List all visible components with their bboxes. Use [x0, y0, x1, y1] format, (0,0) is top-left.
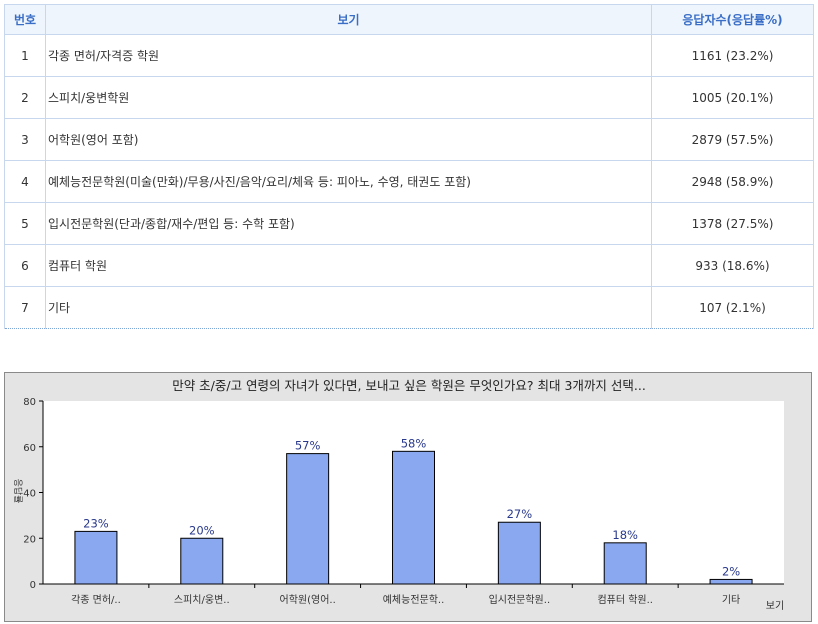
- table-header-row: 번호 보기 응답자수(응답률%): [4, 4, 814, 35]
- header-no: 번호: [4, 4, 46, 35]
- row-count: 2879 (57.5%): [651, 118, 814, 161]
- y-ticks: 0 20 40 60 80: [23, 397, 43, 591]
- row-no: 3: [4, 118, 46, 161]
- chart-title: 만약 초/중/고 연령의 자녀가 있다면, 보내고 싶은 학원은 무엇인가요? …: [172, 378, 646, 393]
- row-count: 1161 (23.2%): [651, 34, 814, 77]
- table-row: 7 기타 107 (2.1%): [4, 286, 814, 329]
- row-count: 933 (18.6%): [651, 244, 814, 287]
- row-no: 5: [4, 202, 46, 245]
- bar: [180, 537, 224, 585]
- bars: 23% 20% 57% 58% 27% 18% 2%: [74, 436, 753, 585]
- row-option: 예체능전문학원(미술(만화)/무용/사진/음악/요리/체육 등: 피아노, 수영…: [45, 160, 652, 203]
- y-tick-label: 40: [23, 489, 36, 500]
- row-count: 107 (2.1%): [651, 286, 814, 329]
- row-option: 기타: [45, 286, 652, 329]
- bar-value-label: 27%: [507, 507, 533, 521]
- y-tick-label: 0: [30, 580, 36, 591]
- bar-value-label: 58%: [401, 436, 427, 450]
- x-category-label: 스피치/웅변..: [174, 594, 230, 606]
- table-row: 6 컴퓨터 학원 933 (18.6%): [4, 244, 814, 287]
- x-category-label: 입시전문학원..: [489, 593, 551, 606]
- row-option: 각종 면허/자격증 학원: [45, 34, 652, 77]
- chart-panel: 만약 초/중/고 연령의 자녀가 있다면, 보내고 싶은 학원은 무엇인가요? …: [4, 372, 812, 622]
- x-categories: 각종 면허/.. 스피치/웅변.. 어학원(영어.. 예체능전문학.. 입시전문학원..…: [71, 584, 740, 606]
- header-count: 응답자수(응답률%): [651, 4, 814, 35]
- bar-chart: 만약 초/중/고 연령의 자녀가 있다면, 보내고 싶은 학원은 무엇인가요? …: [12, 378, 784, 612]
- bar: [497, 521, 541, 585]
- row-no: 7: [4, 286, 46, 329]
- row-no: 2: [4, 76, 46, 119]
- table-row: 5 입시전문학원(단과/종합/재수/편입 등: 수학 포함) 1378 (27.…: [4, 202, 814, 245]
- bar: [74, 530, 118, 585]
- x-category-label: 각종 면허/..: [71, 594, 121, 606]
- x-category-label: 컴퓨터 학원..: [597, 594, 653, 606]
- row-count: 1005 (20.1%): [651, 76, 814, 119]
- bar-value-label: 57%: [295, 439, 321, 453]
- row-no: 4: [4, 160, 46, 203]
- bar: [286, 453, 330, 585]
- row-option: 입시전문학원(단과/종합/재수/편입 등: 수학 포함): [45, 202, 652, 245]
- row-no: 1: [4, 34, 46, 77]
- table-row: 1 각종 면허/자격증 학원 1161 (23.2%): [4, 34, 814, 77]
- row-no: 6: [4, 244, 46, 287]
- y-axis-label: 응답률: [12, 479, 24, 504]
- y-tick-label: 60: [23, 443, 36, 454]
- x-category-label: 어학원(영어..: [280, 594, 336, 606]
- row-option: 어학원(영어 포함): [45, 118, 652, 161]
- bar-value-label: 20%: [189, 523, 215, 537]
- table-row: 2 스피치/웅변학원 1005 (20.1%): [4, 76, 814, 119]
- bar-value-label: 23%: [83, 516, 109, 530]
- bar: [392, 450, 435, 585]
- table-row: 3 어학원(영어 포함) 2879 (57.5%): [4, 118, 814, 161]
- x-axis-label: 보기: [766, 600, 784, 612]
- bar-value-label: 2%: [722, 564, 740, 578]
- y-tick-label: 20: [23, 534, 36, 545]
- bar-value-label: 18%: [612, 528, 638, 542]
- table-row: 4 예체능전문학원(미술(만화)/무용/사진/음악/요리/체육 등: 피아노, …: [4, 160, 814, 203]
- header-option: 보기: [45, 4, 652, 35]
- row-option: 스피치/웅변학원: [45, 76, 652, 119]
- bar: [709, 578, 753, 585]
- x-category-label: 기타: [722, 594, 740, 606]
- row-option: 컴퓨터 학원: [45, 244, 652, 287]
- row-count: 2948 (58.9%): [651, 160, 814, 203]
- row-count: 1378 (27.5%): [651, 202, 814, 245]
- y-tick-label: 80: [23, 397, 36, 408]
- results-table: 번호 보기 응답자수(응답률%) 1 각종 면허/자격증 학원 1161 (23…: [4, 4, 814, 329]
- x-category-label: 예체능전문학..: [383, 594, 445, 606]
- bar: [603, 542, 647, 585]
